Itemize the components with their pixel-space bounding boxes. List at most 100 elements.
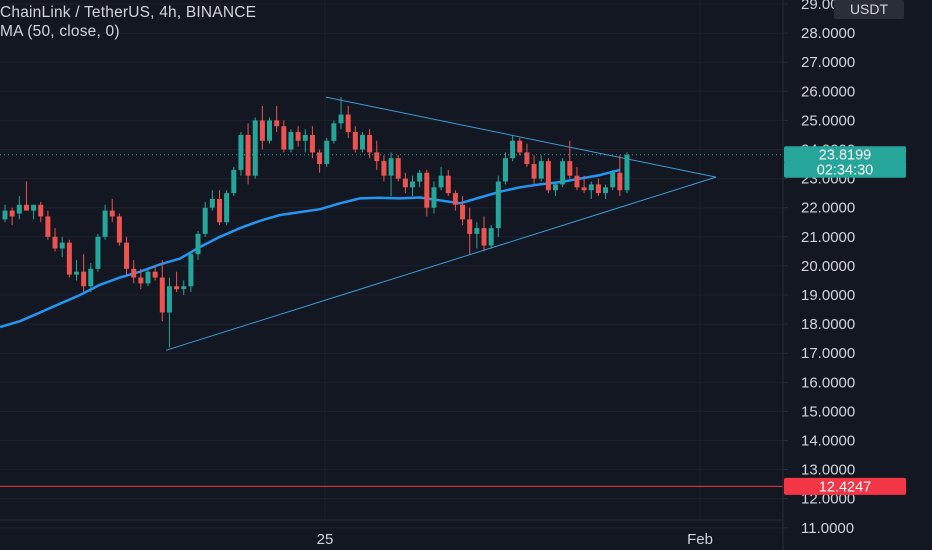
candle <box>610 169 616 191</box>
candle <box>588 181 594 199</box>
candle-body <box>345 114 351 133</box>
candle-body <box>195 233 201 255</box>
candle-body <box>610 172 616 188</box>
candle-body <box>438 175 444 188</box>
candle <box>417 169 423 188</box>
candle <box>245 123 251 185</box>
price-tick-label: 15.0000 <box>801 403 855 420</box>
candle-body <box>359 134 365 150</box>
trendlines[interactable] <box>165 96 717 351</box>
candle-body <box>116 216 122 243</box>
candle <box>381 155 387 182</box>
candle <box>467 207 473 255</box>
price-tick-label: 26.0000 <box>801 83 855 100</box>
trendline-1[interactable] <box>165 176 717 351</box>
candle <box>331 120 337 144</box>
candle <box>309 126 315 159</box>
candle <box>595 178 601 197</box>
price-tick-label: 11.0000 <box>801 520 854 537</box>
candle <box>617 155 623 197</box>
candle <box>159 260 165 322</box>
candle-body <box>324 140 330 165</box>
ma50-line <box>0 168 621 329</box>
candle-body <box>295 132 301 141</box>
trendline-2[interactable] <box>325 96 717 178</box>
candle <box>524 143 530 167</box>
candle-body <box>252 120 258 176</box>
candle-body <box>452 193 458 205</box>
candle <box>145 268 151 287</box>
price-tick-label: 20.0000 <box>801 258 855 275</box>
price-tick-label: 13.0000 <box>801 462 855 479</box>
time-axis[interactable]: 25 Feb <box>317 531 713 548</box>
candle-body <box>81 271 87 287</box>
candle <box>152 265 158 281</box>
candle <box>31 204 37 220</box>
candle <box>109 198 115 223</box>
candle-body <box>124 242 130 269</box>
candle <box>574 166 580 191</box>
candle-body <box>352 132 358 150</box>
candle <box>295 126 301 147</box>
price-tick-label: 12.0000 <box>801 491 855 508</box>
candle <box>209 190 215 211</box>
candle <box>410 175 416 197</box>
candle-body <box>388 158 394 176</box>
candle-body <box>238 134 244 170</box>
candle-body <box>302 134 308 141</box>
candle <box>460 196 466 226</box>
ma-indicator-label[interactable]: MA (50, close, 0) <box>0 23 120 40</box>
candle <box>352 126 358 153</box>
price-tick-label: 19.0000 <box>801 287 855 304</box>
price-tick-label: 16.0000 <box>801 374 855 391</box>
candle <box>23 181 29 211</box>
candle-body <box>502 158 508 182</box>
candle-body <box>181 286 187 290</box>
hline-price-badge: 12.4247 <box>784 477 906 495</box>
candle-body <box>460 204 466 220</box>
candle-body <box>402 178 408 188</box>
candle-body <box>309 134 315 153</box>
candle-body <box>259 120 265 141</box>
candle-body <box>145 271 151 284</box>
candle-body <box>23 204 29 211</box>
candle <box>73 260 79 281</box>
candle-body <box>595 184 601 194</box>
candle <box>252 117 258 179</box>
candle <box>431 181 437 214</box>
candle <box>181 280 187 295</box>
candle-body <box>45 216 51 237</box>
currency-label[interactable]: USDT <box>834 0 904 19</box>
candle <box>88 262 94 293</box>
candle-body <box>267 120 273 141</box>
candle-body <box>445 175 451 194</box>
candle <box>81 254 87 293</box>
candle-body <box>95 236 101 269</box>
candle <box>216 190 222 226</box>
candle-body <box>274 120 280 127</box>
price-tick-label: 28.0000 <box>801 25 855 42</box>
candle-body <box>395 158 401 179</box>
symbol-title[interactable]: ChainLink / TetherUS, 4h, BINANCE <box>0 4 257 21</box>
candle <box>474 222 480 249</box>
candle <box>131 260 137 284</box>
candle <box>174 271 180 293</box>
candle-body <box>31 204 37 211</box>
candle <box>374 140 380 170</box>
candle <box>95 233 101 272</box>
candle <box>66 239 72 278</box>
candle <box>202 201 208 237</box>
candle <box>138 268 144 290</box>
time-tick-label: 25 <box>317 531 334 548</box>
candle <box>52 228 58 252</box>
candle-body <box>209 198 215 208</box>
candle-body <box>16 204 22 214</box>
candle-body <box>224 193 230 223</box>
candle <box>238 132 244 176</box>
candle <box>288 129 294 153</box>
candle <box>267 117 273 144</box>
candle-body <box>374 152 380 162</box>
candle-body <box>331 123 337 141</box>
